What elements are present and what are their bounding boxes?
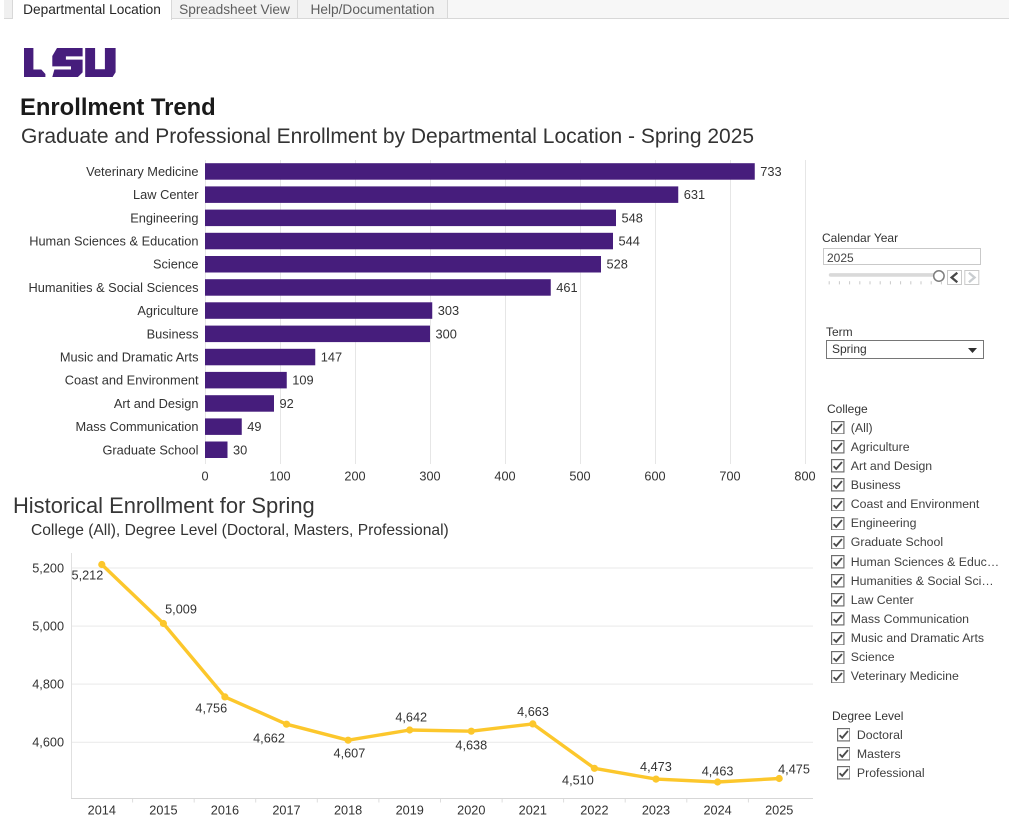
svg-text:5,000: 5,000 xyxy=(32,620,64,634)
svg-text:4,473: 4,473 xyxy=(640,760,672,774)
svg-text:Graduate School: Graduate School xyxy=(102,442,198,457)
svg-text:Science: Science xyxy=(153,257,199,272)
svg-text:400: 400 xyxy=(494,470,515,484)
svg-text:2025: 2025 xyxy=(765,804,793,818)
svg-text:461: 461 xyxy=(556,280,577,295)
svg-text:528: 528 xyxy=(607,257,628,272)
svg-text:700: 700 xyxy=(719,470,740,484)
svg-text:109: 109 xyxy=(292,373,313,388)
svg-text:2018: 2018 xyxy=(334,804,362,818)
svg-text:0: 0 xyxy=(201,470,208,484)
svg-text:2023: 2023 xyxy=(642,804,670,818)
svg-text:2017: 2017 xyxy=(272,804,300,818)
svg-text:100: 100 xyxy=(269,470,290,484)
svg-text:4,510: 4,510 xyxy=(562,774,594,788)
svg-text:4,600: 4,600 xyxy=(32,736,64,750)
svg-text:49: 49 xyxy=(247,419,261,434)
svg-text:Human Sciences & Education: Human Sciences & Education xyxy=(29,234,198,249)
svg-text:544: 544 xyxy=(619,234,640,249)
svg-text:4,607: 4,607 xyxy=(334,746,366,760)
svg-text:5,009: 5,009 xyxy=(165,603,197,617)
svg-text:Engineering: Engineering xyxy=(130,210,198,225)
svg-text:500: 500 xyxy=(569,470,590,484)
svg-text:800: 800 xyxy=(794,470,815,484)
svg-text:Music and Dramatic Arts: Music and Dramatic Arts xyxy=(60,350,199,365)
svg-text:Coast and Environment: Coast and Environment xyxy=(65,373,199,388)
svg-text:4,756: 4,756 xyxy=(195,702,227,716)
svg-text:4,642: 4,642 xyxy=(395,710,427,724)
svg-text:5,212: 5,212 xyxy=(72,568,104,582)
svg-text:Law Center: Law Center xyxy=(133,187,199,202)
svg-text:733: 733 xyxy=(760,164,781,179)
svg-text:600: 600 xyxy=(644,470,665,484)
svg-text:147: 147 xyxy=(321,350,342,365)
svg-text:2016: 2016 xyxy=(211,804,239,818)
svg-text:200: 200 xyxy=(344,470,365,484)
svg-text:Business: Business xyxy=(147,326,199,341)
svg-text:2021: 2021 xyxy=(519,804,547,818)
svg-text:Humanities & Social Sciences: Humanities & Social Sciences xyxy=(29,280,199,295)
svg-text:Art and Design: Art and Design xyxy=(114,396,199,411)
svg-text:4,663: 4,663 xyxy=(517,705,549,719)
svg-text:Agriculture: Agriculture xyxy=(137,303,198,318)
svg-text:Mass Communication: Mass Communication xyxy=(75,419,198,434)
svg-text:30: 30 xyxy=(233,442,247,457)
svg-text:300: 300 xyxy=(419,470,440,484)
svg-text:92: 92 xyxy=(280,396,294,411)
svg-text:2014: 2014 xyxy=(88,804,116,818)
svg-text:631: 631 xyxy=(684,187,705,202)
svg-text:4,463: 4,463 xyxy=(702,764,734,778)
svg-text:300: 300 xyxy=(436,326,457,341)
svg-text:2020: 2020 xyxy=(457,804,485,818)
svg-text:2019: 2019 xyxy=(396,804,424,818)
svg-text:4,475: 4,475 xyxy=(778,762,810,776)
svg-text:4,800: 4,800 xyxy=(32,678,64,692)
svg-text:2022: 2022 xyxy=(580,804,608,818)
svg-text:2015: 2015 xyxy=(149,804,177,818)
svg-text:2024: 2024 xyxy=(703,804,731,818)
svg-text:4,662: 4,662 xyxy=(253,731,285,745)
svg-text:548: 548 xyxy=(622,210,643,225)
svg-text:4,638: 4,638 xyxy=(455,739,487,753)
svg-text:303: 303 xyxy=(438,303,459,318)
svg-text:5,200: 5,200 xyxy=(32,562,64,576)
svg-text:Veterinary Medicine: Veterinary Medicine xyxy=(86,164,198,179)
